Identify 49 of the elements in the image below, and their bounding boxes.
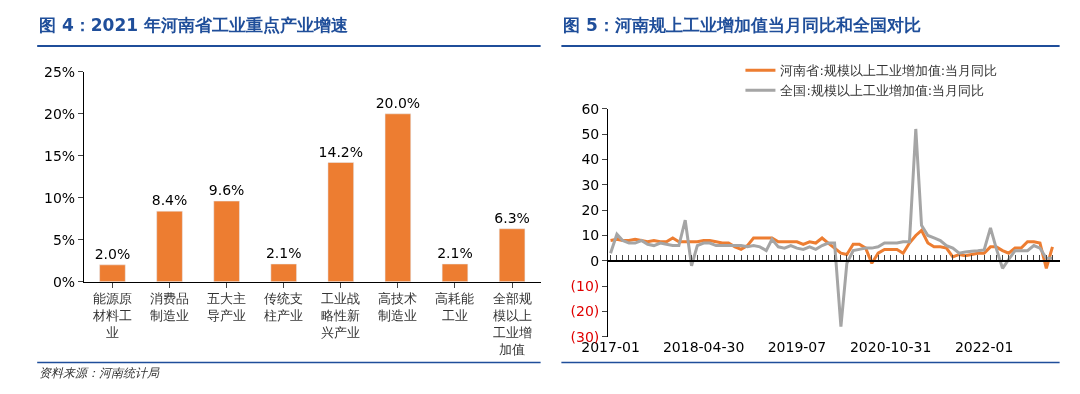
x-tick-label: 传统支柱产业 <box>264 291 304 324</box>
bar <box>498 228 526 282</box>
bar <box>213 200 240 282</box>
y-tick-label: 25% <box>43 63 76 80</box>
y-tick-label: 0 <box>590 252 600 269</box>
bar <box>156 210 183 282</box>
data-label: 2.1% <box>437 245 473 262</box>
text: 资料来源：河南统计局 <box>39 366 160 380</box>
y-tick-label: (20) <box>570 303 600 320</box>
y-tick-label: 15% <box>43 147 76 164</box>
y-tick-label: 0% <box>52 273 76 290</box>
y-tick-label: 10 <box>581 227 600 244</box>
x-tick-label: 消费品制造业 <box>150 291 190 324</box>
x-tick-label: 高技术制造业 <box>378 291 418 324</box>
x-tick-label: 2020-10-31 <box>849 338 932 355</box>
y-tick-label: 40 <box>581 151 600 168</box>
x-tick-label: 能源原材料工业 <box>91 291 132 341</box>
bar <box>384 113 411 282</box>
bar <box>99 264 126 282</box>
x-tick-label: 工业战略性新兴产业 <box>321 291 361 341</box>
data-label: 9.6% <box>208 182 245 199</box>
y-tick-label: 60 <box>581 100 600 117</box>
y-tick-label: 20% <box>43 105 76 122</box>
x-tick-label: 2022-01 <box>954 338 1014 355</box>
bar <box>270 263 297 282</box>
y-tick-label: 10% <box>43 189 76 206</box>
y-tick-label: (10) <box>570 278 600 295</box>
x-tick-label: 全部规模以上工业增加值 <box>492 291 532 357</box>
data-label: 8.4% <box>151 192 188 209</box>
data-label: 14.2% <box>318 143 364 160</box>
y-tick-label: 20 <box>581 201 600 218</box>
chart-title: 图 5：河南规上工业增加值当月同比和全国对比 <box>563 15 921 35</box>
legend-label: 全国:规模以上工业增加值:当月同比 <box>780 83 985 99</box>
x-tick-label: 2019-07 <box>767 338 827 355</box>
data-label: 2.1% <box>265 245 302 262</box>
y-tick-label: 5% <box>52 231 76 248</box>
x-tick-label: 五大主导产业 <box>207 291 247 324</box>
data-label: 6.3% <box>494 209 530 226</box>
line-series <box>609 127 1054 329</box>
x-tick-label: 2018-04-30 <box>662 338 745 355</box>
bar <box>441 263 469 282</box>
chart-title: 图 4：2021 年河南省工业重点产业增速 <box>39 15 348 35</box>
x-tick-label: 高耗能工业 <box>435 291 475 324</box>
y-tick-label: 50 <box>581 125 600 142</box>
data-label: 20.0% <box>375 94 421 111</box>
y-tick-label: 30 <box>581 176 600 193</box>
legend-label: 河南省:规模以上工业增加值:当月同比 <box>780 63 998 79</box>
bar <box>327 162 354 282</box>
data-label: 2.0% <box>94 245 131 262</box>
